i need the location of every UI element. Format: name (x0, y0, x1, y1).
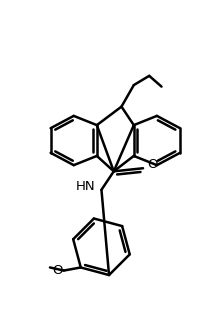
Text: O: O (52, 264, 62, 277)
Text: O: O (147, 158, 157, 171)
Text: HN: HN (76, 180, 95, 193)
